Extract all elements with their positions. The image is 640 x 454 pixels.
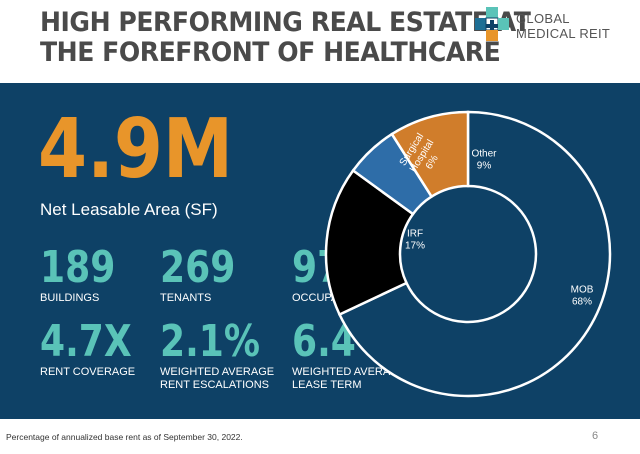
logo-tile-bottom [486,30,498,41]
slice-irf-label-line: IRF [407,229,423,240]
footnote: Percentage of annualized base rent as of… [6,432,243,442]
stat-value: 4.7X [40,316,132,367]
logo-cross-icon [475,7,509,41]
stat-label: TENANTS [160,292,252,305]
logo-center-cross [486,20,498,32]
stat-label: WEIGHTED AVERAGE RENT ESCALATIONS [160,366,282,392]
stat-value: 269 [160,242,236,293]
stat-tenants: 269 TENANTS [160,244,252,305]
stat-label-line: RENT COVERAGE [40,366,136,378]
slice-other-label-line: Other [471,149,497,160]
slice-mob-label-line: 68% [572,297,592,308]
stat-label-line: RENT ESCALATIONS [160,379,270,391]
stat-rent-escalations: 2.1% WEIGHTED AVERAGE RENT ESCALATIONS [160,318,282,392]
stat-rent-coverage: 4.7X RENT COVERAGE [40,318,152,379]
stat-value: 2.1% [160,316,261,367]
donut-slices [324,110,612,398]
stat-value: 189 [40,242,116,293]
page-number: 6 [592,430,599,442]
stat-label: WEIGHTED AVERAGE LEASE TERM [292,366,406,392]
logo-wordmark: GLOBAL MEDICAL REIT [516,11,610,41]
slice-other-label-line: 9% [477,161,492,172]
stat-label-line: WEIGHTED AVERAGE [160,366,275,378]
slice-irf-label-line: 17% [405,241,425,252]
stat-label-line: BUILDINGS [40,292,100,304]
stat-label-line: LEASE TERM [292,379,362,391]
logo-line-1: GLOBAL [516,11,570,26]
stat-label: BUILDINGS [40,292,132,305]
slice-other [390,110,470,199]
stat-label-line: WEIGHTED AVERAGE [292,366,407,378]
stat-lease-term: 6.4 WEIGHTED AVERAGE LEASE TERM [292,318,406,392]
logo-tile-left [475,18,486,30]
stat-label: RENT COVERAGE [40,366,152,379]
net-leasable-area-label: Net Leasable Area (SF) [40,200,218,219]
slice-mob-label-line: MOB [571,285,594,296]
company-logo: GLOBAL MEDICAL REIT [474,6,634,46]
logo-line-2: MEDICAL REIT [516,26,611,41]
net-leasable-area-value: 4.9M [38,102,234,197]
logo-tile-right [498,18,509,30]
slice-irf [324,168,415,317]
slice-mob [337,110,612,398]
stat-buildings: 189 BUILDINGS [40,244,132,305]
stat-label-line: TENANTS [160,292,212,304]
logo-tile-top [486,7,498,18]
